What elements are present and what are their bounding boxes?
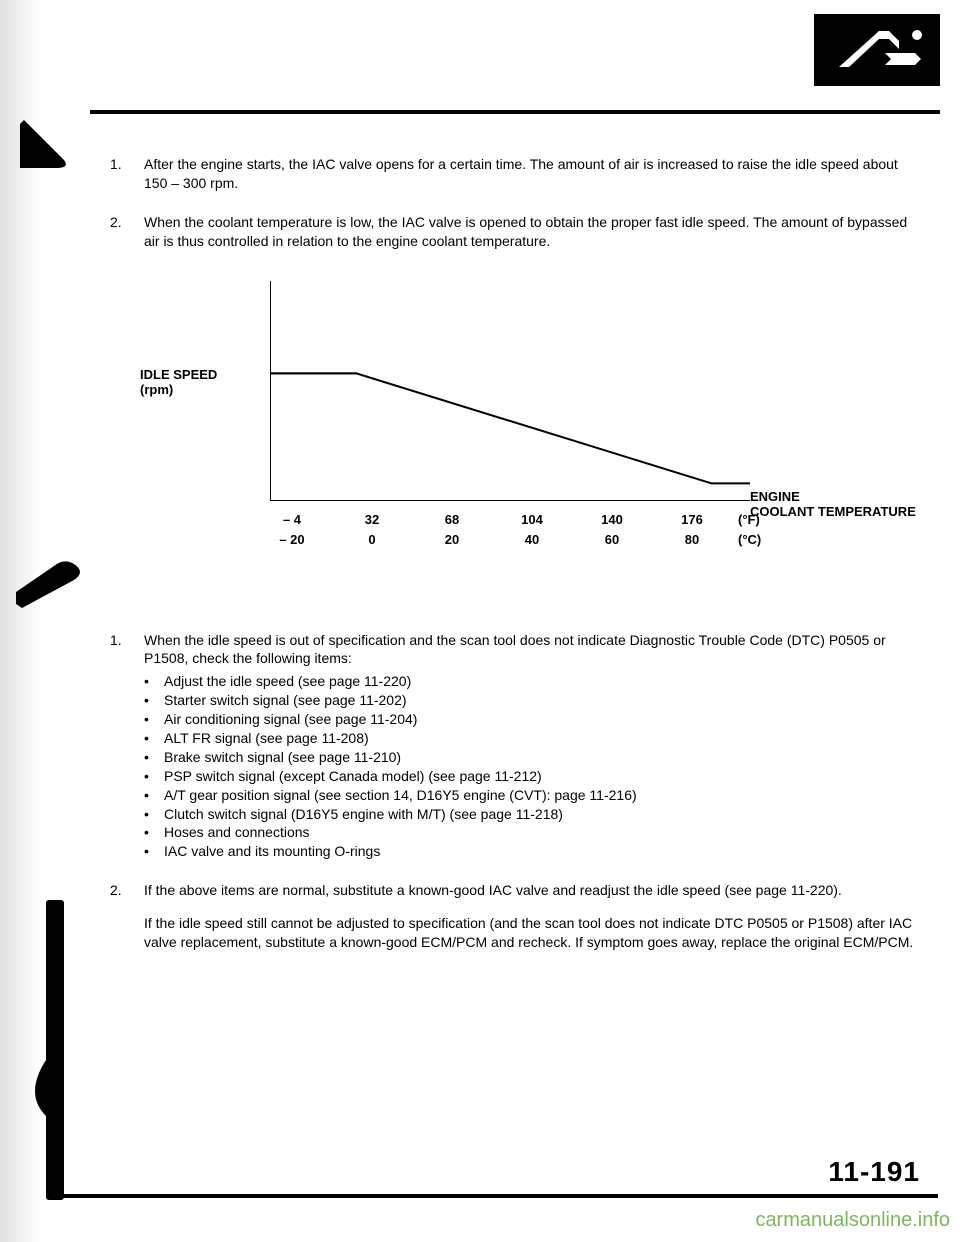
list-number: 1. [110, 155, 144, 193]
bullet-item: Hoses and connections [144, 823, 920, 842]
bullet-item: Brake switch signal (see page 11-210) [144, 748, 920, 767]
chart-unit-f: (°F) [738, 511, 760, 529]
idle-speed-chart: IDLE SPEED (rpm) – 43268104140176 – 2002… [110, 281, 920, 541]
horizontal-rule [58, 1194, 938, 1198]
chart-xlabel: COOLANT TEMPERATURE [750, 504, 916, 520]
paragraph: If the idle speed still cannot be adjust… [144, 914, 920, 952]
watermark: carmanualsonline.info [755, 1209, 950, 1232]
chart-tick: – 20 [252, 531, 332, 549]
margin-tab-icon [20, 120, 80, 170]
chart-tick: 104 [492, 511, 572, 529]
bullet-list: Adjust the idle speed (see page 11-220)S… [144, 672, 920, 861]
list-number: 1. [110, 631, 144, 862]
chart-tick: 140 [572, 511, 652, 529]
svg-text:I: I [20, 593, 24, 609]
horizontal-rule [90, 110, 940, 114]
bullet-item: Clutch switch signal (D16Y5 engine with … [144, 805, 920, 824]
list-number: 2. [110, 213, 144, 251]
list-number: 2. [110, 881, 144, 952]
chart-ylabel-unit: (rpm) [140, 382, 217, 398]
chart-ticks-f: – 43268104140176 [252, 511, 732, 529]
paragraph: When the idle speed is out of specificat… [144, 631, 920, 669]
bullet-item: Air conditioning signal (see page 11-204… [144, 710, 920, 729]
chart-svg [270, 281, 750, 501]
chart-tick: 68 [412, 511, 492, 529]
bullet-item: Adjust the idle speed (see page 11-220) [144, 672, 920, 691]
paragraph: If the above items are normal, substitut… [144, 881, 920, 900]
chart-ticks-c: – 20020406080 [252, 531, 732, 549]
chart-tick: 176 [652, 511, 732, 529]
chart-tick: 0 [332, 531, 412, 549]
chart-tick: 60 [572, 531, 652, 549]
chart-tick: 32 [332, 511, 412, 529]
margin-tab-icon: I [16, 560, 86, 610]
bullet-item: Starter switch signal (see page 11-202) [144, 691, 920, 710]
bullet-item: PSP switch signal (except Canada model) … [144, 767, 920, 786]
bullet-item: A/T gear position signal (see section 14… [144, 786, 920, 805]
chart-unit-c: (°C) [738, 531, 761, 549]
corner-logo-icon [814, 14, 940, 86]
chart-ylabel: IDLE SPEED [140, 367, 217, 383]
chart-tick: 80 [652, 531, 732, 549]
bullet-item: ALT FR signal (see page 11-208) [144, 729, 920, 748]
chart-xlabel: ENGINE [750, 489, 916, 505]
page-number: 11-191 [828, 1156, 920, 1188]
chart-tick: – 4 [252, 511, 332, 529]
paragraph: After the engine starts, the IAC valve o… [144, 155, 920, 193]
chart-tick: 20 [412, 531, 492, 549]
bullet-item: IAC valve and its mounting O-rings [144, 842, 920, 861]
spine-shadow [46, 900, 64, 1200]
chart-tick: 40 [492, 531, 572, 549]
paragraph: When the coolant temperature is low, the… [144, 213, 920, 251]
